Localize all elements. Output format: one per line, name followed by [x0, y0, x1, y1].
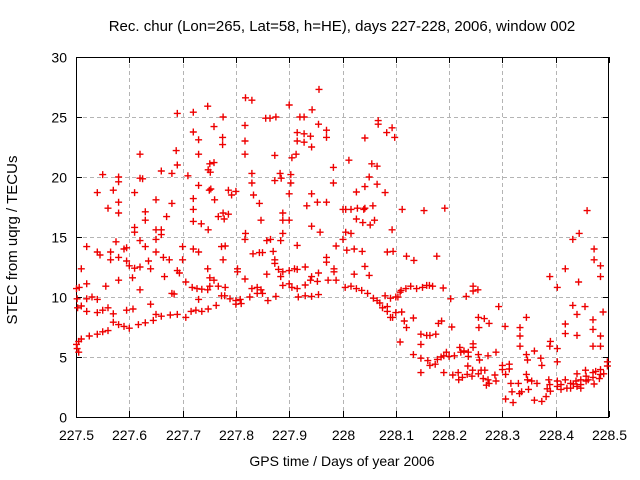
tick-marks-layer — [76, 57, 610, 418]
x-tick-label: 228 — [332, 427, 356, 443]
x-tick-label: 227.7 — [166, 427, 201, 443]
x-tick-label: 228.5 — [592, 427, 627, 443]
x-tick-label: 228.3 — [485, 427, 520, 443]
x-tick-label: 227.5 — [59, 427, 94, 443]
x-tick-label: 227.8 — [219, 427, 254, 443]
x-tick-label: 227.6 — [112, 427, 147, 443]
x-tick-label: 228.1 — [379, 427, 414, 443]
y-tick-label: 20 — [51, 170, 67, 186]
chart-title: Rec. chur (Lon=265, Lat=58, h=HE), days … — [109, 18, 576, 35]
x-tick-label: 228.4 — [539, 427, 574, 443]
y-tick-label: 0 — [59, 410, 67, 426]
x-tick-label: 227.9 — [272, 427, 307, 443]
y-tick-label: 30 — [51, 50, 67, 66]
y-tick-label: 5 — [59, 350, 67, 366]
y-tick-label: 25 — [51, 110, 67, 126]
y-axis-label: STEC from uqrg / TECUs — [4, 156, 21, 325]
y-tick-label: 15 — [51, 230, 67, 246]
tick-labels-layer: 227.5 227.6 227.7 227.8 227.9 228 228.1 228.2 22… — [51, 50, 627, 444]
y-tick-label: 10 — [51, 290, 67, 306]
x-axis-label: GPS time / Days of year 2006 — [249, 453, 434, 469]
x-tick-label: 228.2 — [432, 427, 467, 443]
scatter-points — [73, 85, 611, 407]
data-points-layer — [73, 85, 611, 407]
